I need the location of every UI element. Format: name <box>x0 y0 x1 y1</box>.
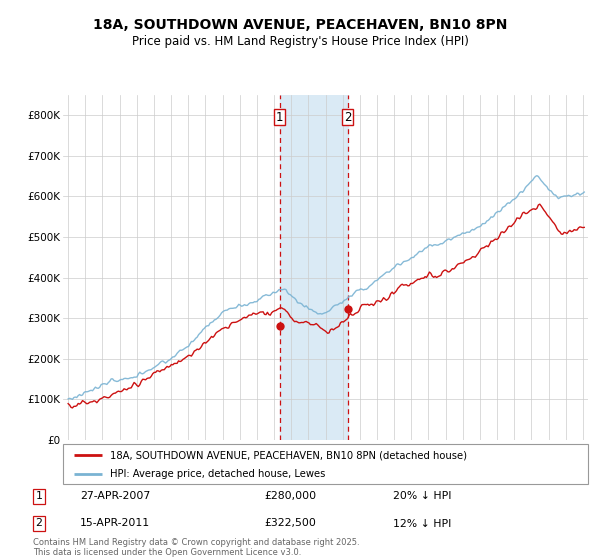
Bar <box>280 95 347 440</box>
Text: HPI: Average price, detached house, Lewes: HPI: Average price, detached house, Lewe… <box>110 469 326 479</box>
Text: £280,000: £280,000 <box>265 491 316 501</box>
Text: 18A, SOUTHDOWN AVENUE, PEACEHAVEN, BN10 8PN (detached house): 18A, SOUTHDOWN AVENUE, PEACEHAVEN, BN10 … <box>110 450 467 460</box>
Text: 27-APR-2007: 27-APR-2007 <box>80 491 151 501</box>
Text: 18A, SOUTHDOWN AVENUE, PEACEHAVEN, BN10 8PN: 18A, SOUTHDOWN AVENUE, PEACEHAVEN, BN10 … <box>93 18 507 32</box>
Text: 2: 2 <box>35 519 43 529</box>
Text: 20% ↓ HPI: 20% ↓ HPI <box>392 491 451 501</box>
Text: 1: 1 <box>35 491 43 501</box>
Text: Contains HM Land Registry data © Crown copyright and database right 2025.
This d: Contains HM Land Registry data © Crown c… <box>33 538 359 557</box>
Text: Price paid vs. HM Land Registry's House Price Index (HPI): Price paid vs. HM Land Registry's House … <box>131 35 469 48</box>
Text: 1: 1 <box>276 111 283 124</box>
Text: 12% ↓ HPI: 12% ↓ HPI <box>392 519 451 529</box>
Text: 15-APR-2011: 15-APR-2011 <box>80 519 151 529</box>
Text: 2: 2 <box>344 111 352 124</box>
Text: £322,500: £322,500 <box>265 519 316 529</box>
